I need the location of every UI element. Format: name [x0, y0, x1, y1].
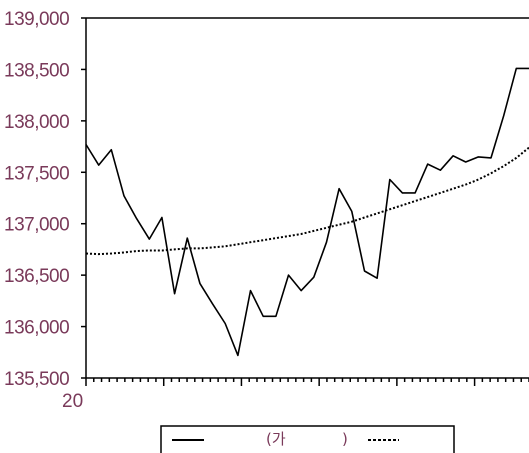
x-start-label: 20 — [62, 391, 83, 412]
y-tick-label: 137,500 — [4, 163, 69, 184]
axes — [85, 17, 529, 379]
y-tick-label: 138,000 — [4, 112, 69, 133]
y-tick-label: 139,000 — [4, 9, 69, 30]
y-ticks: 139,000 138,500 138,000 137,500 137,000 136,5… — [4, 9, 86, 390]
legend-series-1-label: (가 — [266, 430, 286, 448]
legend: (가 ) — [160, 425, 455, 453]
legend-box — [160, 425, 455, 453]
y-tick-label: 137,000 — [4, 215, 69, 236]
series-layer — [85, 67, 529, 357]
y-tick-label: 138,500 — [4, 60, 69, 81]
price-line-solid — [85, 67, 529, 357]
x-ticks — [85, 378, 529, 386]
y-tick-label: 136,500 — [4, 266, 69, 287]
legend-series-2-label: ) — [342, 430, 348, 448]
y-tick-label: 136,000 — [4, 318, 69, 339]
trend-line-dotted — [85, 146, 529, 256]
y-tick-label: 135,500 — [4, 369, 69, 390]
